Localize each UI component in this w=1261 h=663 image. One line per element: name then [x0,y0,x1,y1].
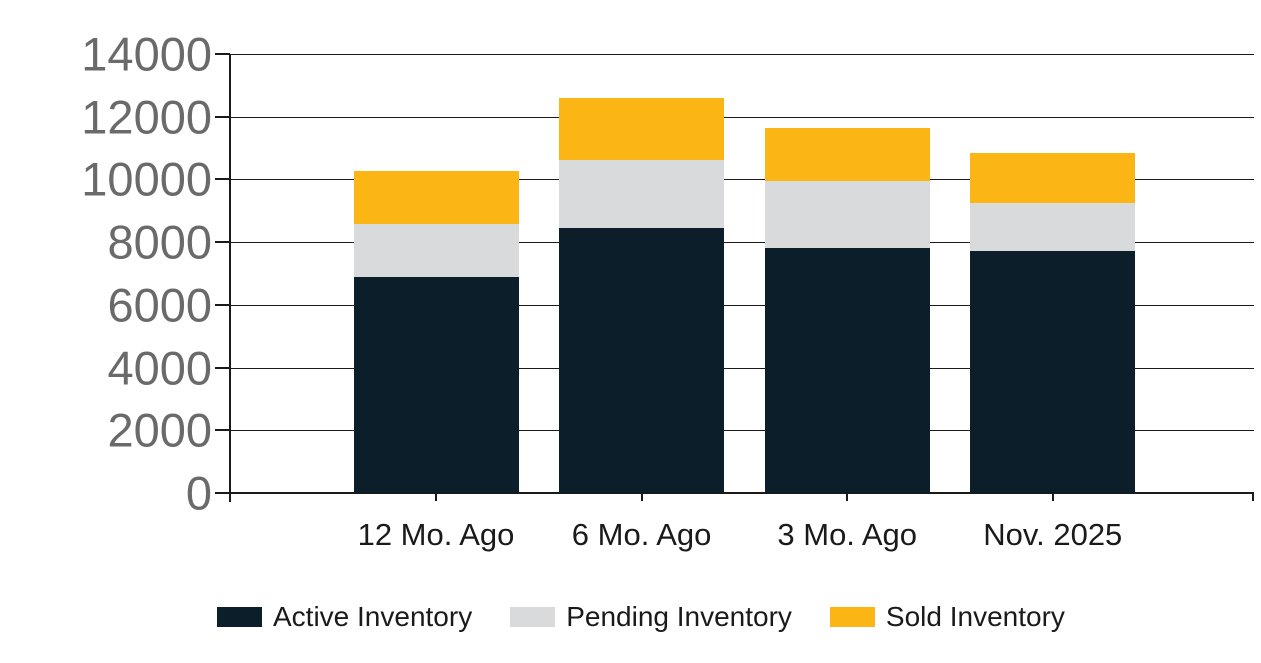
y-axis-tick [215,241,230,244]
y-axis-tick-label: 4000 [107,341,212,395]
gridline [230,54,1254,55]
stacked-bar [764,54,930,493]
y-axis-line [229,54,231,502]
gridline [230,304,1254,306]
legend-item-pending-inventory: Pending Inventory [510,601,792,633]
x-axis-end-tick [1252,493,1254,501]
gridline [230,367,1254,369]
bar-segment-pending-inventory [764,180,930,249]
y-axis-tick-label: 10000 [81,152,212,206]
bar-segment-pending-inventory [559,159,725,229]
legend-label: Pending Inventory [566,601,792,632]
stacked-bar [970,54,1136,493]
stacked-bar [353,54,519,493]
x-axis-tick [1051,493,1054,501]
y-axis-tick-label: 8000 [107,215,212,269]
chart-legend: Active Inventory Pending Inventory Sold In… [217,601,1065,633]
legend-swatch-icon [829,607,875,627]
x-axis-category-label: 6 Mo. Ago [571,517,712,552]
bar-segment-pending-inventory [353,223,519,277]
x-axis-baseline [230,492,1254,494]
bar-segment-active-inventory [764,248,930,493]
y-axis-tick-label: 12000 [81,90,212,144]
y-axis-tick-label: 0 [185,466,212,520]
x-axis-category-label: 3 Mo. Ago [777,517,917,552]
bar-segment-active-inventory [970,250,1136,493]
x-axis-tick [640,493,643,501]
y-axis-tick [215,303,230,306]
bar-segment-sold-inventory [764,127,930,181]
bar-segment-active-inventory [353,276,519,493]
x-axis-tick [435,493,437,501]
y-axis-tick [215,53,230,55]
y-axis-tick-label: 14000 [81,27,212,81]
x-axis-category-label: Nov. 2025 [983,517,1123,552]
y-axis-tick [215,492,230,494]
y-axis-tick [215,366,230,369]
y-axis-tick [215,429,230,432]
gridline [230,242,1254,244]
bar-segment-active-inventory [559,228,725,493]
y-axis-tick [215,178,230,181]
bar-segment-sold-inventory [353,170,519,224]
legend-item-sold-inventory: Sold Inventory [829,601,1065,633]
bar-segment-sold-inventory [559,98,725,160]
gridline [230,430,1254,432]
gridline [230,116,1254,118]
gridline [230,179,1254,181]
y-axis-tick-label: 2000 [107,403,212,457]
y-axis-tick [215,115,230,118]
bar-segment-sold-inventory [970,153,1136,204]
x-axis-tick [846,493,849,501]
legend-item-active-inventory: Active Inventory [217,601,472,633]
legend-swatch-icon [217,607,262,627]
bar-segment-pending-inventory [970,203,1136,251]
stacked-bar [559,54,725,493]
legend-swatch-icon [510,607,556,627]
y-axis-tick-label: 6000 [107,278,212,332]
legend-label: Active Inventory [273,601,473,632]
x-axis-category-label: 12 Mo. Ago [357,517,515,552]
legend-label: Sold Inventory [885,601,1065,632]
